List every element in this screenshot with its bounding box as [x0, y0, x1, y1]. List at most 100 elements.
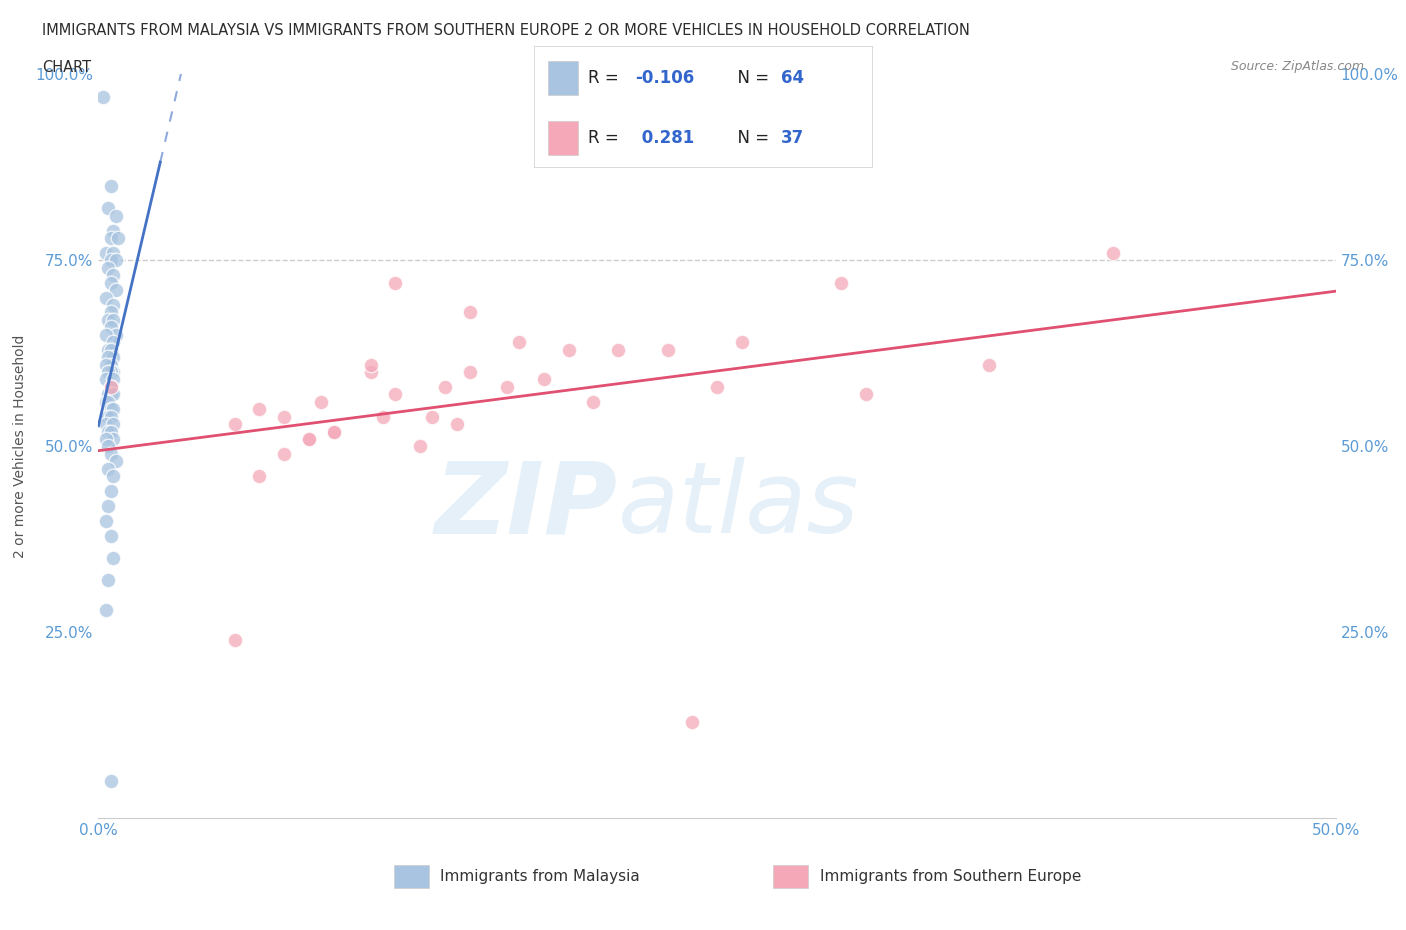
Point: [458, 365, 481, 379]
Point: [100, 409, 122, 424]
Point: [97, 461, 120, 476]
Text: 64: 64: [780, 69, 804, 86]
Point: [103, 335, 125, 350]
Point: [557, 342, 579, 357]
Point: [298, 432, 321, 446]
Point: [855, 387, 877, 402]
Point: [103, 246, 125, 260]
Point: [107, 231, 129, 246]
Point: [94, 357, 117, 372]
Point: [103, 469, 125, 484]
Point: [97, 573, 120, 588]
Point: [97, 312, 120, 327]
Point: [94, 513, 117, 528]
Point: [247, 469, 270, 484]
Point: [94, 432, 117, 446]
Point: [247, 402, 270, 417]
Text: N =: N =: [727, 69, 773, 86]
Point: [94, 417, 117, 432]
Point: [508, 335, 530, 350]
Point: [94, 246, 117, 260]
Point: [458, 305, 481, 320]
Point: [446, 417, 468, 432]
Point: [322, 424, 344, 439]
Point: [103, 312, 125, 327]
Point: [104, 327, 127, 342]
Point: [224, 417, 246, 432]
Point: [657, 342, 679, 357]
Point: [103, 372, 125, 387]
Point: [495, 379, 517, 394]
Point: [100, 446, 122, 461]
Point: [104, 208, 127, 223]
FancyBboxPatch shape: [548, 122, 578, 155]
Point: [100, 379, 122, 394]
Point: [100, 402, 122, 417]
Point: [104, 283, 127, 298]
Point: [100, 179, 122, 193]
Point: [97, 365, 120, 379]
Point: [103, 268, 125, 283]
Text: Source: ZipAtlas.com: Source: ZipAtlas.com: [1230, 60, 1364, 73]
Point: [93, 89, 115, 104]
Point: [100, 253, 122, 268]
Point: [433, 379, 456, 394]
Point: [100, 357, 122, 372]
Point: [103, 387, 125, 402]
Text: R =: R =: [588, 129, 624, 147]
Y-axis label: 2 or more Vehicles in Household: 2 or more Vehicles in Household: [13, 335, 27, 558]
Point: [607, 342, 630, 357]
Point: [100, 305, 122, 320]
Point: [97, 201, 120, 216]
Point: [94, 372, 117, 387]
Point: [103, 551, 125, 565]
Text: IMMIGRANTS FROM MALAYSIA VS IMMIGRANTS FROM SOUTHERN EUROPE 2 OR MORE VEHICLES I: IMMIGRANTS FROM MALAYSIA VS IMMIGRANTS F…: [42, 23, 970, 38]
Point: [97, 498, 120, 513]
Point: [100, 387, 122, 402]
Text: R =: R =: [588, 69, 624, 86]
Text: ZIP: ZIP: [434, 458, 619, 554]
Point: [100, 231, 122, 246]
Point: [104, 253, 127, 268]
Text: atlas: atlas: [619, 458, 859, 554]
FancyBboxPatch shape: [548, 61, 578, 95]
Text: CHART: CHART: [42, 60, 91, 75]
Point: [97, 260, 120, 275]
Point: [97, 424, 120, 439]
Text: Immigrants from Southern Europe: Immigrants from Southern Europe: [820, 870, 1081, 884]
Point: [322, 424, 344, 439]
Point: [681, 714, 703, 729]
Point: [1102, 246, 1125, 260]
Point: [533, 372, 555, 387]
Point: [273, 446, 295, 461]
Point: [103, 350, 125, 365]
Point: [97, 439, 120, 454]
Point: [384, 387, 406, 402]
Point: [94, 394, 117, 409]
Point: [100, 379, 122, 394]
Point: [103, 402, 125, 417]
Point: [97, 409, 120, 424]
Text: N =: N =: [727, 129, 773, 147]
Point: [100, 365, 122, 379]
Point: [94, 290, 117, 305]
Text: Immigrants from Malaysia: Immigrants from Malaysia: [440, 870, 640, 884]
Point: [979, 357, 1001, 372]
Point: [100, 528, 122, 543]
Point: [100, 774, 122, 789]
Point: [298, 432, 321, 446]
Point: [94, 327, 117, 342]
Point: [97, 350, 120, 365]
Point: [104, 454, 127, 469]
Point: [371, 409, 394, 424]
Point: [422, 409, 444, 424]
Point: [360, 365, 382, 379]
Point: [360, 357, 382, 372]
Point: [103, 298, 125, 312]
Point: [830, 275, 852, 290]
Point: [706, 379, 728, 394]
Text: 37: 37: [780, 129, 804, 147]
Point: [409, 439, 432, 454]
Point: [100, 342, 122, 357]
Point: [97, 387, 120, 402]
